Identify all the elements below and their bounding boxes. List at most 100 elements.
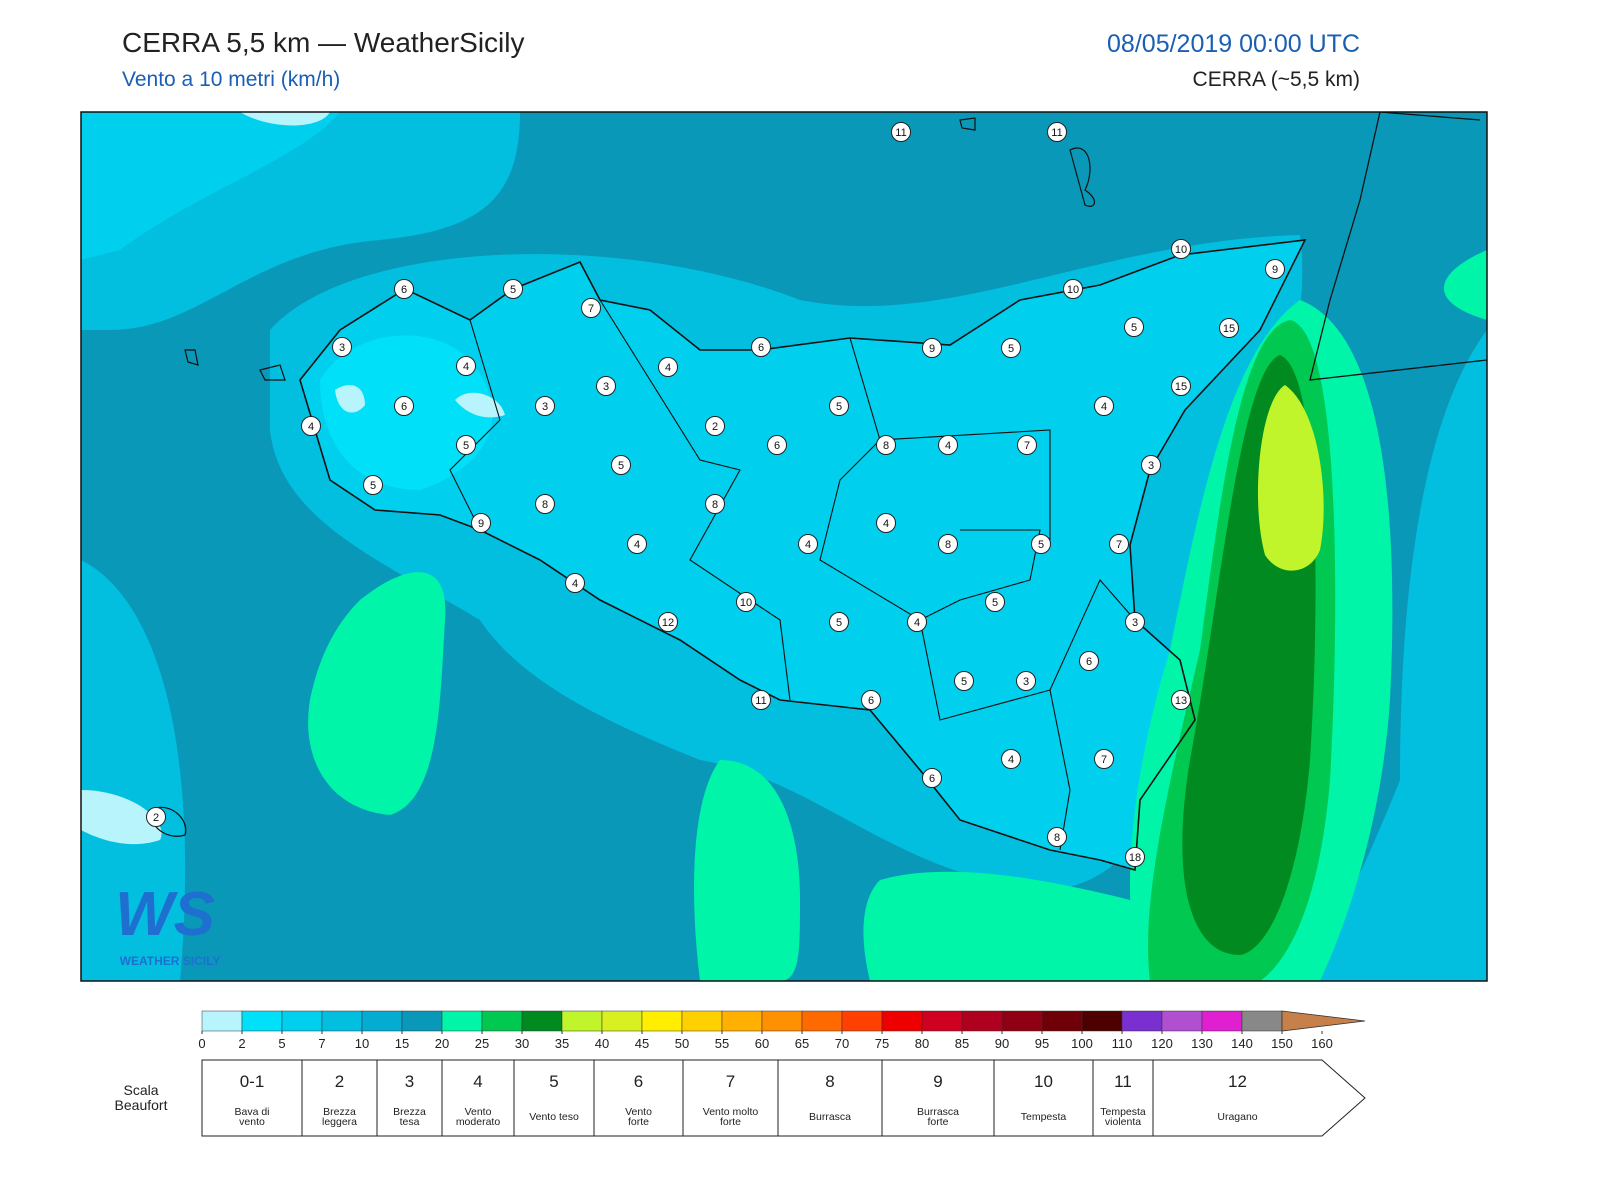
beaufort-box [593,1059,684,1137]
scale-swatch [281,1010,323,1032]
scale-tick-label: 30 [515,1036,529,1051]
station-marker [1031,534,1051,554]
beaufort-box [376,1059,443,1137]
station-marker [1094,749,1114,769]
beaufort-force: 11 [1114,1072,1132,1091]
beaufort-name: Burrasca [809,1111,851,1123]
station-marker [1017,435,1037,455]
station-value: 15 [1223,323,1235,335]
scale-tick-label: 60 [755,1036,769,1051]
station-value: 5 [510,284,516,296]
beaufort-name: Uragano [1217,1111,1257,1123]
station-value: 10 [740,597,752,609]
beaufort-box [993,1059,1094,1137]
scale-tick-label: 5 [278,1036,285,1051]
station-marker [891,122,911,142]
station-marker [736,592,756,612]
scale-swatch [921,1010,963,1032]
title: CERRA 5,5 km — WeatherSicily [122,27,525,58]
station-marker [922,768,942,788]
station-value: 4 [572,578,578,590]
scale-swatch [601,1010,643,1032]
beaufort-force: 6 [634,1072,643,1091]
station-marker [767,435,787,455]
station-marker [1125,847,1145,867]
scale-tick-label: 110 [1112,1036,1133,1051]
station-marker [1001,749,1021,769]
scale-tick-label: 15 [395,1036,409,1051]
scale-swatch [1161,1010,1203,1032]
station-marker [907,612,927,632]
datetime: 08/05/2019 00:00 UTC [1107,30,1360,58]
beaufort-box [1092,1059,1154,1137]
station-marker [1219,318,1239,338]
beaufort-name: Tempesta [1021,1111,1067,1123]
station-value: 3 [1148,460,1154,472]
station-marker [535,494,555,514]
model: CERRA (~5,5 km) [1193,68,1360,91]
station-value: 3 [339,342,345,354]
station-marker [394,396,414,416]
scale-tick-label: 120 [1151,1036,1173,1051]
beaufort-force: 0-1 [240,1072,265,1091]
beaufort-name: Vento [465,1106,492,1118]
station-value: 8 [883,440,889,452]
station-marker [1171,239,1191,259]
beaufort-name: tesa [400,1116,420,1128]
scale-swatch [401,1010,443,1032]
beaufort-force: 2 [335,1072,344,1091]
station-value: 11 [895,127,906,139]
beaufort-name: forte [720,1116,741,1128]
scale-swatch [961,1010,1003,1032]
station-marker [829,396,849,416]
scale-swatch [721,1010,763,1032]
station-value: 3 [1132,617,1138,629]
station-value: 13 [1175,695,1187,707]
station-marker [922,338,942,358]
station-marker [658,357,678,377]
station-marker [705,416,725,436]
station-marker [363,475,383,495]
scale-swatch [241,1010,283,1032]
scale-swatch [481,1010,523,1032]
beaufort-box [201,1059,303,1137]
beaufort-name: leggera [322,1116,357,1128]
station-value: 2 [153,812,159,824]
station-marker [332,337,352,357]
station-marker [938,435,958,455]
station-marker [829,612,849,632]
beaufort-box [513,1059,595,1137]
station-marker [503,279,523,299]
beaufort-name: Brezza [393,1106,426,1118]
map-frame [80,111,1488,982]
station-value: 6 [758,342,764,354]
station-value: 8 [945,539,951,551]
beaufort-name: Vento [625,1106,652,1118]
scale-swatch [761,1010,803,1032]
station-value: 12 [662,617,674,629]
station-value: 6 [929,773,935,785]
station-value: 5 [1131,322,1137,334]
scale-tick-label: 7 [318,1036,325,1051]
scale-tick-label: 95 [1035,1036,1049,1051]
beaufort-box [777,1059,883,1137]
beaufort-name: forte [927,1116,948,1128]
station-value: 8 [542,499,548,511]
scale-arrow [1281,1010,1366,1032]
station-marker [985,592,1005,612]
scale-swatch [201,1010,243,1032]
scale-tick-label: 55 [715,1036,729,1051]
scale-tick-label: 70 [835,1036,849,1051]
scale-tick-label: 45 [635,1036,649,1051]
scale-tick-label: 130 [1191,1036,1213,1051]
scale-swatch [1041,1010,1083,1032]
beaufort-name: violenta [1105,1116,1141,1128]
station-marker [1047,827,1067,847]
station-marker [751,337,771,357]
station-marker [798,534,818,554]
beaufort-name: forte [628,1116,649,1128]
station-marker [565,573,585,593]
station-value: 5 [463,440,469,452]
